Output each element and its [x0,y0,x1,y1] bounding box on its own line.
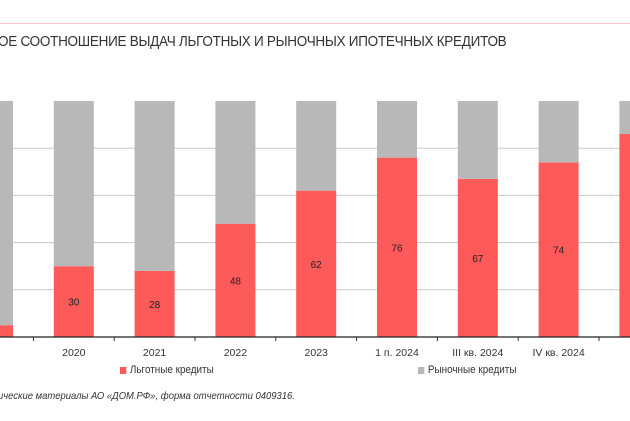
legend-swatch [418,366,425,374]
data-label: 67 [472,254,484,265]
legend-label: Рыночные кредиты [427,364,517,376]
x-tick-label: 2022 [224,347,248,359]
x-tick-label: IV кв. 2024 [532,347,584,359]
legend-item-preferential: Льготные кредиты [120,364,214,376]
x-tick-label: III кв. 2024 [452,347,503,359]
bar-market [457,101,498,179]
top-divider [0,23,630,24]
bar-preferential [0,325,13,337]
x-tick-label: 2023 [305,347,329,359]
x-tick-label: 2020 [62,347,86,359]
bar-market [0,101,13,326]
bar-preferential [134,270,175,337]
bar-market [296,101,337,191]
x-tick-label: 1 п. 2024 [375,347,419,359]
source-note: ические материалы АО «ДОМ.РФ», форма отч… [0,390,295,402]
data-label: 74 [553,246,565,257]
bar-preferential [457,178,498,337]
chart-title: ОЕ СООТНОШЕНИЕ ВЫДАЧ ЛЬГОТНЫХ И РЫНОЧНЫХ… [0,33,507,50]
bar-market [538,101,579,163]
data-label: 48 [230,276,242,287]
bar-preferential [296,190,337,337]
bar-preferential [215,223,256,337]
bar-preferential [619,134,630,337]
data-label: 76 [391,243,403,254]
legend-swatch [120,366,127,374]
bar-market [53,101,94,267]
data-label: 30 [68,298,80,309]
bar-preferential [538,162,579,337]
x-tick-label: 2021 [143,347,167,359]
bar-preferential [53,266,94,337]
bar-market [377,101,417,158]
bar-market [134,101,175,271]
legend-label: Льготные кредиты [129,364,214,376]
bar-preferential [377,157,417,337]
data-label: 62 [311,260,323,271]
legend-item-market: Рыночные кредиты [418,364,516,376]
data-label: 28 [149,300,161,311]
bar-market [215,101,256,224]
bar-market [619,101,630,135]
